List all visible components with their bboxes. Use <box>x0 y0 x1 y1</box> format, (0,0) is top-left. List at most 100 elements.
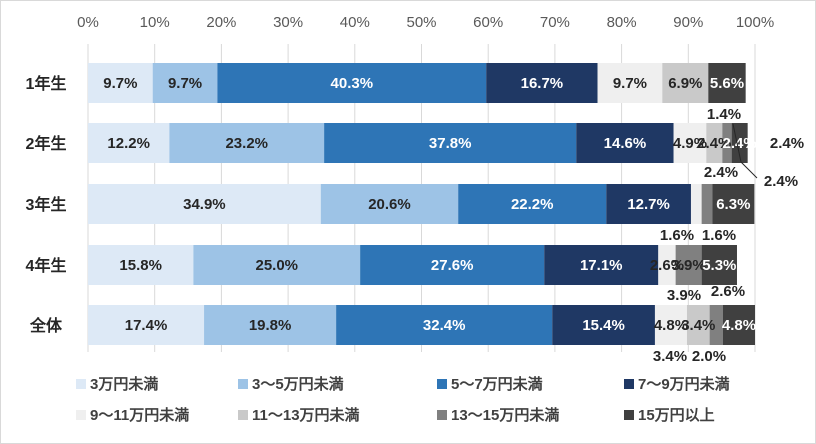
bar-segment <box>709 305 723 345</box>
legend-label: 3～5万円未満 <box>252 375 344 393</box>
bar-segment <box>88 63 153 103</box>
category-label: 全体 <box>29 316 63 335</box>
bar-segment <box>701 184 713 224</box>
data-label: 12.2% <box>107 135 150 152</box>
data-label: 32.4% <box>423 317 466 334</box>
data-label: 22.2% <box>511 196 554 213</box>
outside-data-label: 2.4% <box>770 135 804 152</box>
outside-data-label: 1.6% <box>702 227 736 244</box>
bar-segment <box>458 184 607 224</box>
category-label: 4年生 <box>26 256 67 275</box>
x-tick-label: 10% <box>140 14 170 31</box>
legend-swatch <box>238 410 248 420</box>
category-label: 2年生 <box>26 134 67 153</box>
bar-segment <box>552 305 655 345</box>
bar-segment <box>88 123 170 163</box>
data-labels: 9.7% 9.7% 40.3% 16.7% 9.7% 6.9% 5.6% 12.2% 23.2%… <box>103 75 757 334</box>
outside-data-label: 3.9% <box>667 287 701 304</box>
bar-segment <box>544 245 659 285</box>
x-tick-label: 20% <box>206 14 236 31</box>
x-tick-label: 90% <box>673 14 703 31</box>
data-label: 4.9% <box>673 135 707 152</box>
legend-swatch <box>437 379 447 389</box>
bar-segment <box>320 184 459 224</box>
bar-segment <box>708 63 746 103</box>
bar-segment <box>701 245 737 285</box>
bar-segment <box>722 123 732 163</box>
legend-swatch <box>76 379 86 389</box>
bar-segment <box>193 245 361 285</box>
data-label: 9.7% <box>613 75 647 92</box>
bar-segment <box>486 63 598 103</box>
bar-segment <box>686 305 710 345</box>
data-label: 12.7% <box>627 196 670 213</box>
outside-data-labels: 1.4%2.4%2.4%2.4%1.6% 1.6%3.9% 2.6%3.4% 2.0% <box>653 106 804 365</box>
bar-segment <box>576 123 674 163</box>
data-label: 5.6% <box>710 75 744 92</box>
bar-segment <box>654 305 687 345</box>
bar-segment <box>88 305 205 345</box>
bar-segment <box>217 63 487 103</box>
data-label: 25.0% <box>255 257 298 274</box>
data-label: 14.6% <box>604 135 647 152</box>
bar-segments <box>88 63 755 345</box>
x-tick-label: 40% <box>340 14 370 31</box>
legend-label: 11～13万円未満 <box>252 406 360 424</box>
x-tick-label: 70% <box>540 14 570 31</box>
bar-segment <box>675 245 702 285</box>
legend-label: 5～7万円未満 <box>451 375 543 393</box>
data-label: 40.3% <box>331 75 374 92</box>
category-label: 1年生 <box>26 74 67 93</box>
x-tick-label: 80% <box>607 14 637 31</box>
data-label: 2.4% <box>723 135 757 152</box>
outside-data-label: 3.4% <box>653 348 687 365</box>
outside-data-label: 2.0% <box>692 348 726 365</box>
data-label: 20.6% <box>368 196 411 213</box>
data-label: 16.7% <box>521 75 564 92</box>
data-label: 17.4% <box>125 317 168 334</box>
bar-segment <box>169 123 325 163</box>
outside-data-label: 2.4% <box>704 164 738 181</box>
bar-segment <box>204 305 337 345</box>
data-label: 3.4% <box>681 317 715 334</box>
bar-segment <box>324 123 577 163</box>
category-label: 3年生 <box>26 195 67 214</box>
data-label: 27.6% <box>431 257 474 274</box>
x-tick-label: 0% <box>77 14 99 31</box>
data-label: 2.4% <box>697 135 731 152</box>
bar-segment <box>722 305 755 345</box>
legend-swatch <box>76 410 86 420</box>
legend-label: 3万円未満 <box>90 375 158 393</box>
bar-segment <box>662 63 709 103</box>
bar-segment <box>88 245 194 285</box>
x-axis-ticks: 0% 10% 20% 30% 40% 50% 60% 70% 80% 90% 100% <box>77 14 774 31</box>
legend-label: 9～11万円未満 <box>90 406 189 424</box>
outside-data-label: 1.4% <box>707 106 741 123</box>
x-tick-label: 60% <box>473 14 503 31</box>
leader-line <box>732 123 742 163</box>
x-tick-label: 30% <box>273 14 303 31</box>
x-tick-label: 50% <box>406 14 436 31</box>
legend-swatch <box>624 410 634 420</box>
bar-segment <box>658 245 676 285</box>
legend-label: 15万円以上 <box>638 407 715 424</box>
bar-segment <box>597 63 663 103</box>
outside-data-label: 2.6% <box>711 283 745 300</box>
bar-segment <box>706 123 723 163</box>
data-label: 2.6% <box>650 257 684 274</box>
data-label: 15.4% <box>582 317 625 334</box>
x-tick-label: 100% <box>736 14 774 31</box>
legend-label: 7～9万円未満 <box>638 375 730 393</box>
bar-segment <box>336 305 553 345</box>
bar-segment <box>731 123 748 163</box>
data-label: 4.8% <box>654 317 688 334</box>
legend-swatch <box>238 379 248 389</box>
bar-segment <box>673 123 707 163</box>
bar-segment <box>152 63 218 103</box>
data-label: 6.9% <box>668 75 702 92</box>
data-label: 37.8% <box>429 135 472 152</box>
data-label: 6.3% <box>716 196 750 213</box>
data-label: 5.3% <box>702 257 736 274</box>
